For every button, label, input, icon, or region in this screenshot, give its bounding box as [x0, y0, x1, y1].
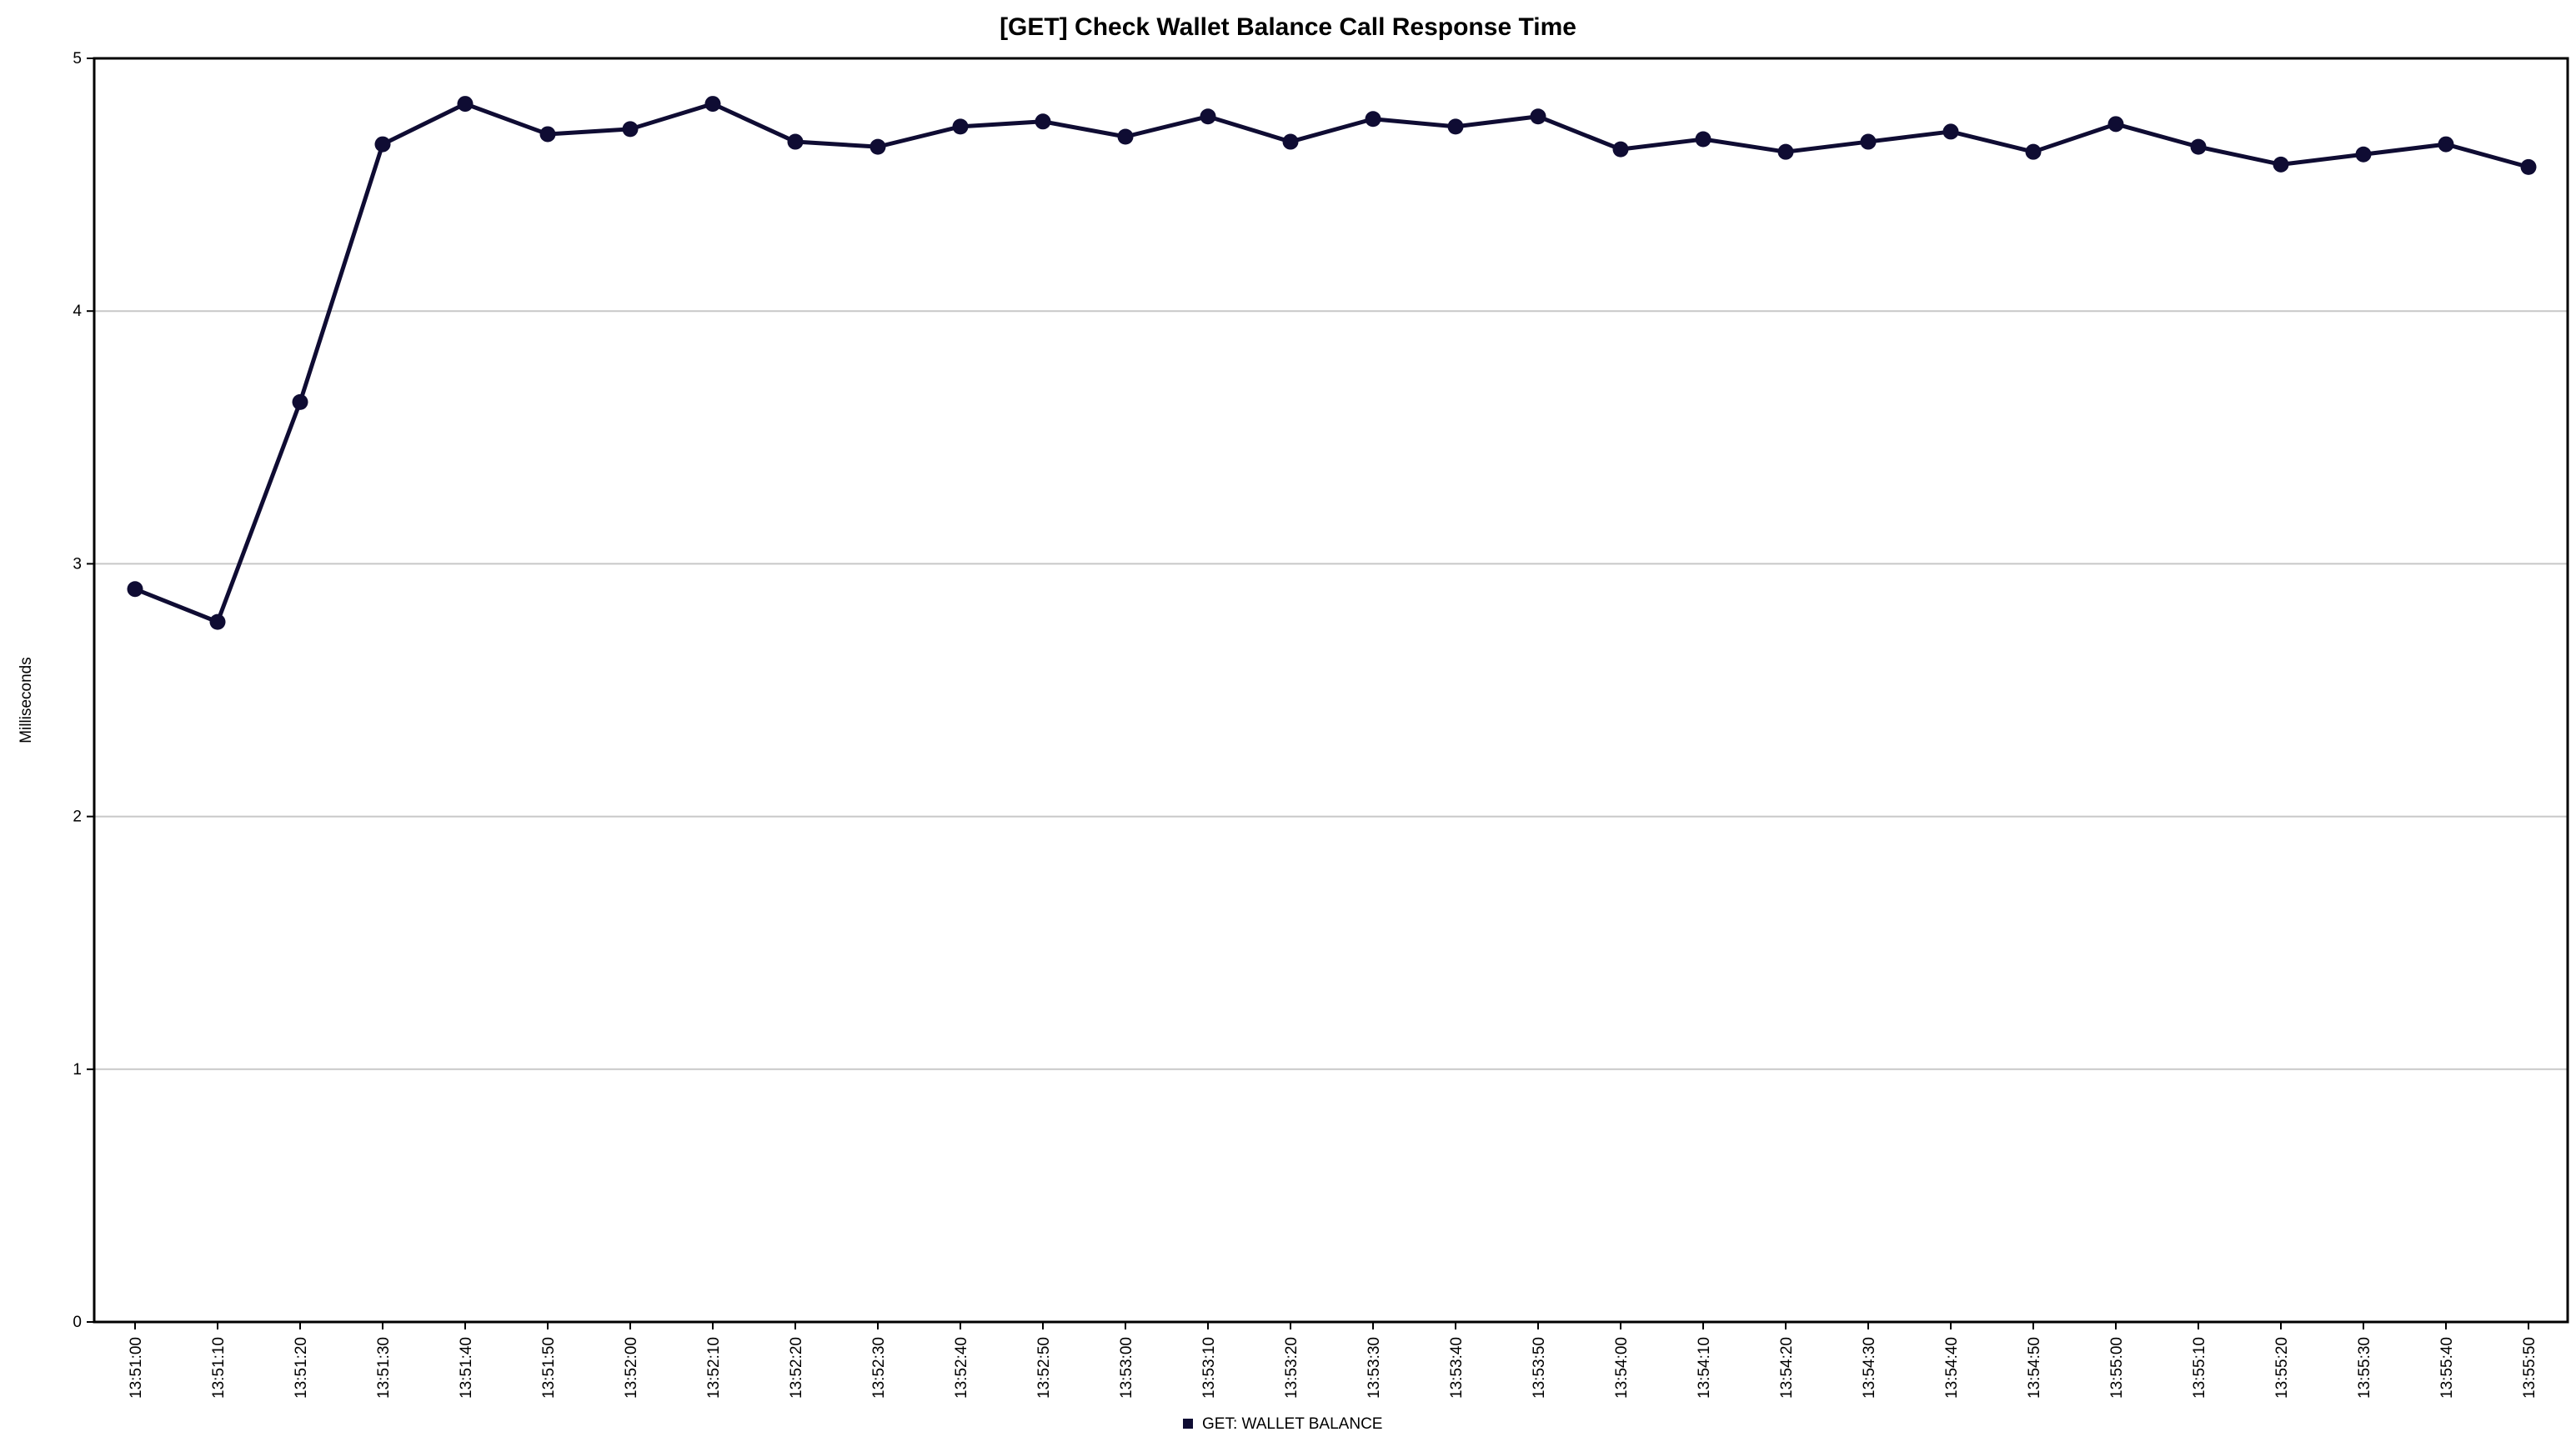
y-tick-label: 5	[73, 50, 82, 68]
data-point	[1860, 133, 1877, 150]
series-line	[134, 102, 2529, 624]
data-point	[870, 138, 886, 155]
data-point	[2520, 158, 2537, 175]
x-tick-label: 13:52:40	[953, 1337, 970, 1399]
x-tick-label: 13:51:30	[375, 1337, 393, 1399]
data-point	[209, 613, 226, 630]
x-tick-label: 13:53:00	[1118, 1337, 1135, 1399]
data-point	[2107, 116, 2124, 133]
x-tick-label: 13:54:50	[2026, 1337, 2043, 1399]
x-tick-label: 13:53:50	[1531, 1337, 1548, 1399]
x-tick-label: 13:52:50	[1035, 1337, 1053, 1399]
x-tick-label: 13:52:10	[705, 1337, 723, 1399]
x-tick-label: 13:53:20	[1283, 1337, 1301, 1399]
x-tick-label: 13:53:10	[1200, 1337, 1218, 1399]
data-point	[2025, 143, 2042, 160]
x-tick-label: 13:54:10	[1696, 1337, 1713, 1399]
data-point	[1942, 123, 1959, 140]
x-tick-label: 13:55:40	[2438, 1337, 2456, 1399]
data-point	[1282, 133, 1299, 150]
data-point	[2355, 146, 2372, 163]
data-point	[952, 118, 969, 135]
x-tick-label: 13:53:40	[1448, 1337, 1466, 1399]
x-tick-label: 13:53:30	[1366, 1337, 1383, 1399]
data-point	[1365, 111, 1381, 128]
legend-swatch	[1183, 1419, 1193, 1429]
x-tick-label: 13:52:30	[870, 1337, 888, 1399]
y-tick-label: 1	[73, 1061, 82, 1079]
data-point	[1035, 113, 1051, 130]
axes	[87, 57, 2569, 1329]
data-point	[1117, 128, 1134, 145]
x-tick-label: 13:51:20	[293, 1337, 310, 1399]
legend: GET: WALLET BALANCE	[1183, 1415, 1382, 1433]
x-tick-label: 13:51:00	[128, 1337, 145, 1399]
x-tick-label: 13:54:20	[1778, 1337, 1796, 1399]
y-tick-label: 2	[73, 809, 82, 826]
legend-label: GET: WALLET BALANCE	[1202, 1415, 1382, 1433]
x-tick-label: 13:55:20	[2273, 1337, 2291, 1399]
data-point	[1777, 143, 1794, 160]
x-tick-label: 13:54:30	[1861, 1337, 1878, 1399]
data-point	[1447, 118, 1464, 135]
data-point	[704, 96, 721, 113]
y-axis-label: Milliseconds	[18, 657, 35, 743]
x-tick-label: 13:55:00	[2108, 1337, 2126, 1399]
x-tick-label: 13:54:40	[1943, 1337, 1961, 1399]
x-tick-label: 13:54:00	[1613, 1337, 1631, 1399]
series-layer	[127, 96, 2537, 630]
data-point	[1612, 141, 1629, 158]
plot-frame	[93, 57, 2569, 1324]
data-point	[539, 126, 556, 143]
gridlines	[94, 310, 2568, 1070]
x-tick-label: 13:55:10	[2191, 1337, 2208, 1399]
y-tick-labels: 0 1 2 3 4 5	[73, 50, 82, 1331]
data-point	[1530, 108, 1546, 125]
data-point	[622, 121, 639, 138]
x-tick-label: 13:52:20	[788, 1337, 805, 1399]
x-tick-label: 13:51:40	[458, 1337, 475, 1399]
data-point	[2273, 156, 2289, 173]
y-tick-label: 3	[73, 555, 82, 573]
data-point	[292, 393, 308, 410]
data-point	[2438, 136, 2454, 153]
data-point	[1200, 108, 1216, 125]
data-point	[1695, 131, 1711, 148]
chart-title: [GET] Check Wallet Balance Call Response…	[1000, 13, 1576, 41]
y-tick-label: 0	[73, 1314, 82, 1331]
data-point	[787, 133, 804, 150]
data-point	[127, 581, 143, 598]
x-tick-label: 13:52:00	[623, 1337, 640, 1399]
data-point	[457, 96, 474, 113]
x-tick-label: 13:55:50	[2521, 1337, 2538, 1399]
x-tick-label: 13:55:30	[2356, 1337, 2373, 1399]
y-tick-label: 4	[73, 303, 82, 320]
x-tick-label: 13:51:50	[540, 1337, 558, 1399]
x-tick-labels: 13:51:00 13:51:10 13:51:20 13:51:30 13:51:40…	[128, 1337, 2538, 1399]
data-point	[374, 136, 391, 153]
data-point	[2190, 138, 2207, 155]
x-tick-label: 13:51:10	[210, 1337, 228, 1399]
